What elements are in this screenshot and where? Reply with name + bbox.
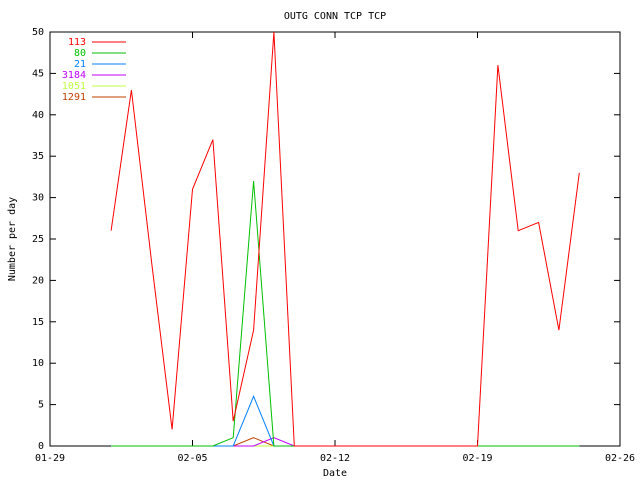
legend-label: 3184 [62,70,86,81]
y-tick-label: 45 [32,68,44,79]
x-tick-label: 01-29 [35,453,65,464]
legend-label: 80 [74,48,86,59]
series-line [111,437,580,447]
y-tick-label: 15 [32,317,44,328]
plot-frame [49,31,621,447]
y-tick-label: 35 [32,151,44,162]
series-line [111,394,580,447]
y-tick-label: 40 [32,110,44,121]
x-tick-label: 02-26 [605,453,635,464]
legend-label: 21 [74,59,86,70]
y-tick-label: 20 [32,275,44,286]
y-tick-label: 10 [32,358,44,369]
x-axis-label: Date [323,468,347,479]
y-tick-label: 0 [38,441,44,452]
series-line [111,437,580,447]
legend-label: 1051 [62,81,86,92]
x-tick-label: 02-05 [177,453,207,464]
x-tick-label: 02-12 [320,453,350,464]
x-tick-label: 02-19 [462,453,492,464]
y-tick-label: 5 [38,400,44,411]
y-axis-label: Number per day [7,197,18,281]
chart-title: OUTG CONN TCP TCP [284,11,386,22]
legend-label: 1291 [62,92,86,103]
y-tick-label: 25 [32,234,44,245]
series-line [111,180,580,447]
legend-label: 113 [68,37,86,48]
y-tick-label: 30 [32,193,44,204]
series-line [110,31,580,447]
y-tick-label: 50 [32,27,44,38]
